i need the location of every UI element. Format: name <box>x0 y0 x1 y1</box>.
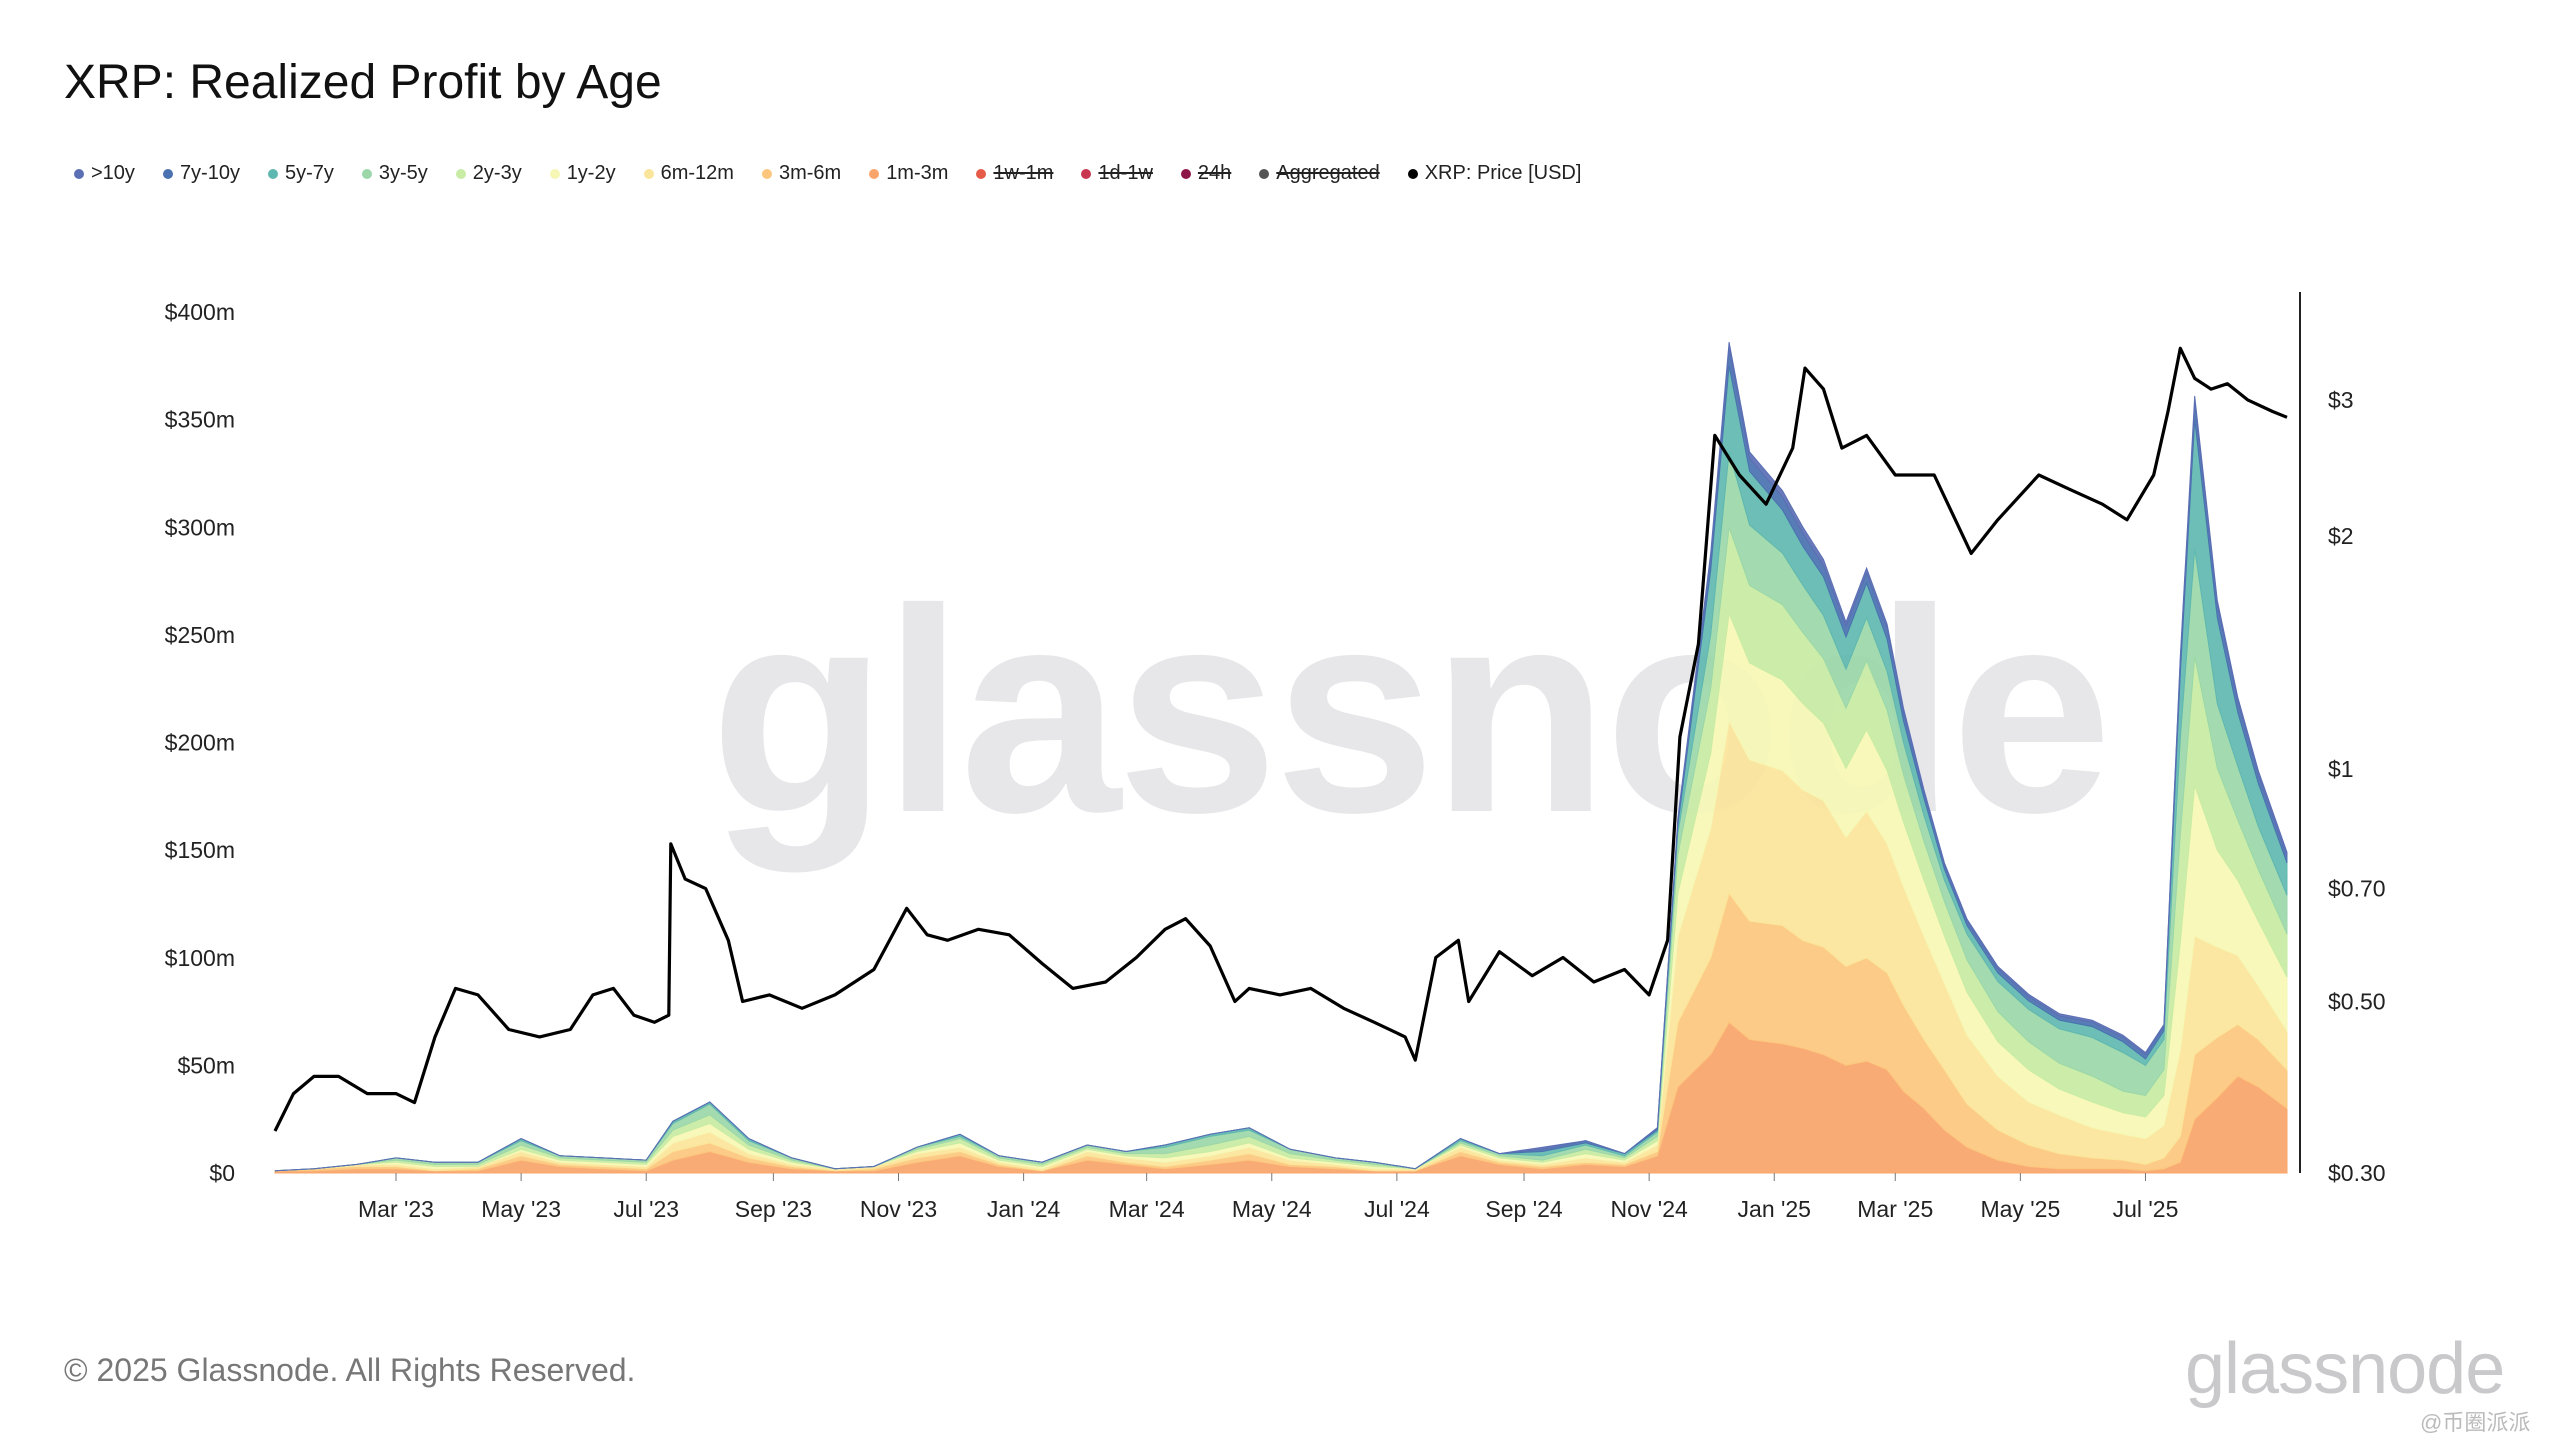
x-tick-label: Jul '23 <box>613 1196 679 1222</box>
legend-label: 7y-10y <box>179 162 240 184</box>
legend-label: 6m-12m <box>660 162 734 184</box>
legend-item[interactable]: 3m-6m <box>761 162 842 185</box>
legend-item[interactable]: >10y <box>74 162 135 185</box>
legend-dot-icon <box>1180 168 1191 179</box>
y-right-tick-label: $1 <box>2328 756 2354 782</box>
legend-item[interactable]: 3y-5y <box>361 162 428 185</box>
legend-dot-icon <box>74 168 84 179</box>
corner-watermark-text: @币圈派派 <box>2420 1410 2531 1435</box>
chart-title: XRP: Realized Profit by Age <box>64 56 662 109</box>
legend-dot-icon <box>869 168 880 179</box>
legend-dot-icon <box>976 168 987 179</box>
x-tick-label: May '25 <box>1980 1196 2060 1222</box>
legend-dot-icon <box>162 168 173 179</box>
legend-item[interactable]: 1w-1m <box>976 162 1053 185</box>
x-tick-label: May '23 <box>481 1196 561 1222</box>
x-tick-label: Nov '23 <box>860 1196 937 1222</box>
y-right-tick-label: $0.70 <box>2328 876 2386 902</box>
price-line <box>273 346 2288 1132</box>
area-series-6m-12m <box>274 719 2288 1172</box>
legend-label: 1y-2y <box>566 162 616 184</box>
legend-dot-icon <box>267 168 278 179</box>
y-left-tick-label: $0 <box>209 1160 235 1186</box>
y-left-tick-label: $100m <box>165 945 235 971</box>
legend-item[interactable]: 7y-10y <box>162 162 240 185</box>
legend-item[interactable]: 5y-7y <box>267 162 334 185</box>
x-tick-label: Jul '24 <box>1364 1196 1430 1222</box>
y-left-tick-label: $150m <box>165 837 235 863</box>
area-series--10y <box>274 342 2288 1172</box>
y-right-tick-label: $0.30 <box>2328 1160 2386 1186</box>
legend-label: 1d-1w <box>1098 162 1153 184</box>
y-left-tick-label: $200m <box>165 730 235 756</box>
legend-label: 5y-7y <box>284 162 334 184</box>
legend-label: 1m-3m <box>886 162 949 184</box>
legend-label: XRP: Price [USD] <box>1424 162 1582 184</box>
y-left-tick-label: $300m <box>165 514 235 540</box>
y-left-tick-label: $250m <box>165 622 235 648</box>
legend-label: 1w-1m <box>993 162 1054 184</box>
x-tick-label: Sep '24 <box>1485 1196 1562 1222</box>
legend-dot-icon <box>455 168 466 179</box>
legend-item[interactable]: 1m-3m <box>869 162 948 185</box>
legend-label: 3m-6m <box>778 162 842 184</box>
y-left-tick-label: $400m <box>165 299 235 325</box>
x-tick-label: Sep '23 <box>735 1196 812 1222</box>
legend-dot-icon <box>761 168 772 179</box>
legend-item[interactable]: Aggregated <box>1259 162 1380 185</box>
legend-label: >10y <box>91 162 135 184</box>
x-tick-label: Mar '23 <box>358 1196 434 1222</box>
x-tick-label: Mar '24 <box>1109 1196 1185 1222</box>
legend-item[interactable]: 1d-1w <box>1081 162 1153 185</box>
legend-item[interactable]: 2y-3y <box>455 162 522 185</box>
y-right-tick-label: $2 <box>2328 523 2354 549</box>
legend-dot-icon <box>1081 168 1092 179</box>
legend-item[interactable]: 1y-2y <box>549 162 616 185</box>
y-right-tick-label: $3 <box>2328 387 2354 413</box>
x-tick-label: Mar '25 <box>1857 1196 1933 1222</box>
legend-label: 2y-3y <box>472 162 522 184</box>
legend-item[interactable]: XRP: Price [USD] <box>1407 162 1582 185</box>
brand-logo-text: glassnode <box>2185 1329 2505 1409</box>
legend-dot-icon <box>361 168 372 179</box>
x-tick-label: Jul '25 <box>2113 1196 2179 1222</box>
legend-item[interactable]: 24h <box>1180 162 1232 185</box>
copyright-text: © 2025 Glassnode. All Rights Reserved. <box>64 1352 636 1388</box>
legend-dot-icon <box>549 168 560 179</box>
legend-dot-icon <box>643 168 654 179</box>
legend-item[interactable]: 6m-12m <box>643 162 734 185</box>
x-tick-label: Jan '25 <box>1738 1196 1811 1222</box>
x-tick-label: Nov '24 <box>1611 1196 1688 1222</box>
y-right-tick-label: $0.50 <box>2328 989 2386 1015</box>
legend-label: 3y-5y <box>378 162 428 184</box>
legend-dot-icon <box>1259 168 1270 179</box>
chart-legend: >10y 7y-10y 5y-7y 3y-5y 2y-3y 1y-2y 6m-12m 3m-6… <box>74 162 1609 185</box>
y-left-tick-label: $50m <box>177 1052 235 1078</box>
y-left-tick-label: $350m <box>165 407 235 433</box>
x-tick-label: May '24 <box>1232 1196 1312 1222</box>
legend-dot-icon <box>1407 168 1418 179</box>
x-tick-label: Jan '24 <box>987 1196 1061 1222</box>
legend-label: Aggregated <box>1276 162 1380 184</box>
legend-label: 24h <box>1197 162 1232 184</box>
